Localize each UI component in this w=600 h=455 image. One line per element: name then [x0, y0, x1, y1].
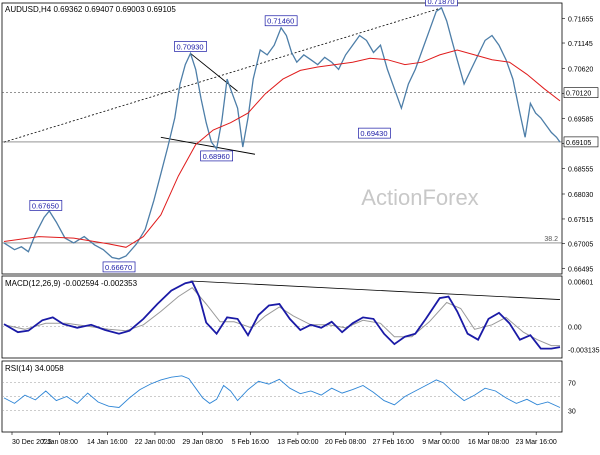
x-tick-label: 29 Jan 08:00 — [182, 439, 223, 446]
macd-signal-line — [3, 287, 560, 347]
price-series-line — [3, 6, 561, 260]
y-tick-label: 0.71145 — [568, 41, 593, 48]
peak-label-box — [200, 150, 233, 162]
macd-tick-label: 0.00601 — [568, 280, 593, 287]
x-tick-label: 23 Mar 16:00 — [516, 439, 557, 446]
y-tick-label: 0.69585 — [568, 117, 593, 124]
peak-label: 0.70930 — [176, 42, 203, 51]
y-tick-label: 0.66495 — [568, 266, 593, 273]
macd-panel-frame — [1, 275, 563, 359]
x-tick-label: 27 Feb 16:00 — [373, 439, 414, 446]
peak-label-box — [425, 0, 458, 7]
rsi-line — [3, 375, 561, 408]
main-panel-frame — [1, 2, 563, 275]
price-level-label: 0.70120 — [566, 91, 591, 98]
price-level-box — [563, 87, 599, 98]
x-tick-label: 16 Mar 08:00 — [468, 439, 509, 446]
peak-label: 0.66670 — [105, 263, 132, 272]
macd-line — [3, 280, 561, 350]
x-tick-label: 5 Feb 16:00 — [232, 439, 269, 446]
peak-label-box — [358, 127, 391, 139]
x-tick-label: 30 Dec 2025 — [12, 439, 52, 446]
watermark: ActionForex — [361, 185, 478, 210]
peak-label: 0.69430 — [360, 129, 387, 138]
price-level-box — [563, 136, 599, 148]
y-tick-label: 0.70620 — [568, 66, 593, 73]
rsi-title: RSI(14) 34.0058 — [5, 364, 64, 373]
macd-divergence-line — [190, 280, 561, 300]
main-title: AUDUSD,H4 0.69362 0.69407 0.69003 0.6910… — [5, 5, 176, 14]
x-tick-label: 7 Jan 08:00 — [41, 439, 78, 446]
channel-trendline — [3, 7, 442, 143]
wedge-lower-line — [160, 136, 256, 155]
macd-tick-label: -0.003135 — [568, 348, 600, 355]
peak-label: 0.71460 — [267, 17, 294, 26]
macd-tick-label: 0.00 — [568, 324, 582, 331]
peak-label: 0.71870 — [427, 0, 454, 6]
rsi-tick-label: 70 — [568, 381, 576, 388]
peak-label-box — [174, 41, 207, 52]
x-tick-label: 20 Feb 08:00 — [325, 439, 366, 446]
y-tick-label: 0.67005 — [568, 242, 593, 249]
x-tick-label: 9 Mar 00:00 — [422, 439, 459, 446]
peak-label: 0.67650 — [32, 201, 59, 210]
y-tick-label: 0.68030 — [568, 192, 593, 199]
x-tick-label: 14 Jan 16:00 — [87, 439, 128, 446]
x-tick-label: 13 Feb 00:00 — [277, 439, 318, 446]
peak-label-box — [29, 200, 63, 211]
y-tick-label: 0.67515 — [568, 217, 593, 224]
y-tick-label: 0.68555 — [568, 167, 593, 174]
rsi-tick-label: 30 — [568, 408, 576, 415]
x-tick-label: 22 Jan 00:00 — [135, 439, 176, 446]
price-level-label: 0.69105 — [566, 140, 591, 147]
peak-label: 0.68960 — [203, 152, 230, 161]
macd-title: MACD(12,26,9) -0.002594 -0.002353 — [5, 279, 138, 288]
peak-label-box — [264, 15, 298, 27]
moving-average-line — [3, 49, 561, 248]
peak-label-box — [102, 261, 136, 273]
y-tick-label: 0.71655 — [568, 16, 593, 23]
fib-level-label: 38.2 — [544, 236, 558, 243]
